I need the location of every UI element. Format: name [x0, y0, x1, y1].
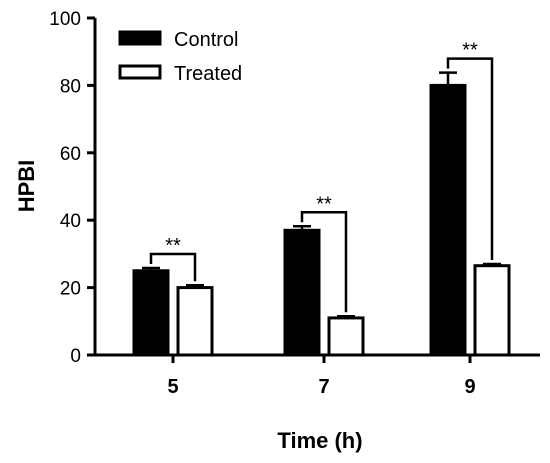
error-bar-control-7	[293, 225, 311, 231]
y-tick-label: 60	[60, 144, 81, 165]
legend-swatch-control	[118, 30, 162, 46]
y-tick-label: 20	[60, 279, 81, 300]
significance-label: **	[316, 193, 332, 215]
legend-swatch-treated	[118, 64, 162, 80]
error-bar-treated-7	[337, 314, 355, 318]
significance-bracket	[446, 57, 494, 261]
x-tick-label: 9	[464, 376, 475, 398]
x-axis-title: Time (h)	[277, 428, 362, 453]
significance-annotations: ** ** **	[149, 40, 494, 313]
y-axis: 0 20 40 60 80 100	[49, 9, 97, 367]
legend: Control Treated	[118, 29, 242, 85]
y-tick-label: 0	[70, 346, 81, 367]
significance-label: **	[165, 235, 181, 257]
bar-treated-9	[473, 264, 511, 357]
significance-label: **	[462, 40, 478, 62]
error-bar-control-5	[142, 266, 160, 271]
legend-label-treated: Treated	[174, 63, 242, 85]
bar-treated-5	[176, 286, 214, 357]
error-bar-control-9	[439, 71, 457, 86]
x-axis: 5 7 9	[95, 353, 540, 398]
error-bar-treated-9	[483, 262, 501, 266]
y-tick-label: 80	[60, 76, 81, 97]
significance-bracket	[300, 211, 348, 313]
legend-label-control: Control	[174, 29, 238, 51]
bars	[132, 71, 511, 357]
bar-treated-7	[327, 316, 365, 357]
bar-control-5	[132, 269, 170, 357]
error-bar-treated-5	[186, 283, 204, 288]
bar-control-7	[283, 228, 321, 357]
y-tick-label: 40	[60, 211, 81, 232]
x-tick-label: 7	[318, 376, 329, 398]
y-tick-label: 100	[49, 9, 81, 30]
significance-bracket	[149, 252, 197, 282]
y-axis-title: HPBI	[14, 160, 39, 213]
x-tick-label: 5	[167, 376, 178, 398]
bar-control-9	[429, 83, 467, 357]
